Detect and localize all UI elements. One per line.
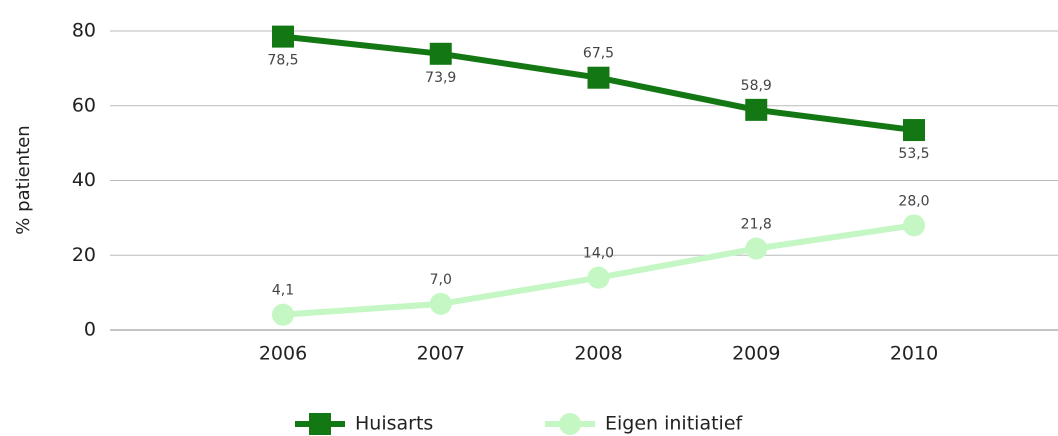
legend-marker [309,413,331,435]
y-tick-label: 20 [72,244,96,266]
value-label: 4,1 [272,283,294,299]
marker [429,42,452,65]
y-axis-label: % patienten [13,125,34,234]
x-tick-label: 2010 [890,343,938,365]
value-label: 53,5 [898,146,929,162]
y-tick-label: 80 [72,20,96,42]
x-tick-label: 2006 [259,343,307,365]
marker [429,292,452,315]
legend-label: Huisarts [355,413,433,435]
value-label: 28,0 [898,193,929,209]
marker [745,237,768,260]
value-label: 21,8 [741,217,772,233]
value-label: 7,0 [430,272,452,288]
marker [587,66,610,89]
marker [745,98,768,121]
legend-marker [559,413,581,435]
y-tick-label: 60 [72,94,96,116]
marker [903,214,925,237]
legend-label: Eigen initiatief [605,413,744,435]
marker [587,266,610,289]
marker [272,303,294,326]
value-label: 58,9 [741,78,772,94]
x-tick-label: 2009 [732,343,780,365]
y-tick-label: 0 [84,319,96,341]
marker [272,25,294,48]
y-tick-label: 40 [72,169,96,191]
value-label: 14,0 [583,246,614,262]
marker [903,119,925,142]
x-tick-label: 2008 [574,343,622,365]
value-label: 78,5 [267,53,298,69]
value-label: 73,9 [425,70,456,86]
value-label: 67,5 [583,46,614,62]
x-tick-label: 2007 [417,343,465,365]
